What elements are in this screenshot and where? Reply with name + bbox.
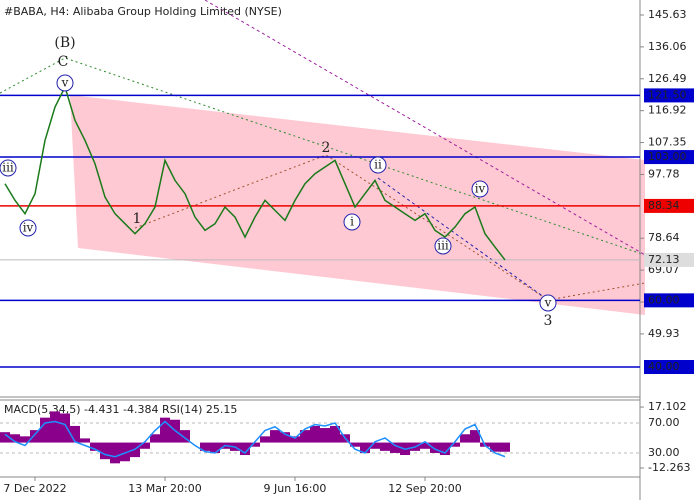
macd-bar (270, 430, 280, 443)
level-tag (644, 293, 694, 308)
trend-line (377, 177, 549, 301)
macd-bar (150, 434, 160, 443)
macd-bar (350, 442, 360, 447)
macd-bar (450, 442, 460, 447)
macd-bar (420, 442, 430, 449)
trend-line (204, 0, 646, 256)
wave-circle (369, 156, 387, 174)
wave-label: iv (475, 182, 486, 196)
macd-bar (30, 430, 40, 443)
macd-bar (10, 434, 20, 443)
macd-bar (200, 442, 210, 451)
wave-label: i (350, 215, 354, 229)
y-tick-label: 107.35 (648, 136, 687, 149)
macd-bar (370, 442, 380, 449)
price-line (4, 85, 506, 261)
macd-bar (100, 442, 110, 460)
macd-bar (470, 430, 480, 443)
y-tick-label: 145.63 (648, 8, 687, 21)
macd-bar (250, 442, 260, 447)
wave-label: iii (2, 161, 14, 175)
macd-bar (70, 425, 80, 443)
macd-bar (500, 442, 510, 452)
wave-label: v (61, 76, 69, 90)
wave-label: C (58, 54, 69, 70)
macd-bar (490, 442, 500, 452)
level-label: 103.00 (648, 150, 687, 163)
y-tick-label: 116.92 (648, 104, 687, 117)
macd-bar (440, 442, 450, 456)
y2-tick-label: 70.00 (648, 416, 680, 429)
y-tick-label: 49.93 (648, 327, 680, 340)
wave-circle (343, 213, 361, 231)
macd-bar (140, 442, 150, 449)
level-tag (644, 198, 694, 213)
macd-bar (210, 442, 220, 453)
macd-bar (160, 417, 170, 443)
y-tick-label: 17.102 (648, 400, 687, 413)
macd-bar (310, 425, 320, 443)
rsi-line (4, 420, 506, 458)
indicator-title: MACD(5,34,5) -4.431 -4.384 RSI(14) 25.15 (4, 403, 237, 416)
macd-bar (260, 436, 270, 443)
macd-bar (320, 428, 330, 443)
level-label: 60.00 (648, 293, 680, 306)
macd-bar (290, 436, 300, 443)
wave-label: 3 (544, 313, 553, 329)
wave-label: 2 (322, 140, 331, 156)
macd-bar (280, 432, 290, 443)
level-tag (644, 150, 694, 165)
macd-bar (120, 442, 130, 462)
macd-bar (380, 442, 390, 451)
y2-tick-label: 30.00 (648, 446, 680, 459)
x-tick-label: 12 Sep 20:00 (388, 482, 461, 495)
macd-bar (390, 442, 400, 453)
wave-label: iv (23, 221, 34, 235)
wave-circle (539, 294, 557, 312)
macd-bar (180, 430, 190, 443)
wave-circle (0, 159, 17, 177)
wave-circle (471, 180, 489, 198)
level-label: 40.00 (648, 360, 680, 373)
y-tick-label: 78.64 (648, 231, 680, 244)
macd-bar (50, 411, 60, 443)
wave-circle (56, 74, 74, 92)
macd-bar (110, 442, 120, 464)
x-tick-label: 7 Dec 2022 (3, 482, 66, 495)
macd-bar (40, 417, 50, 443)
level-label: 121.50 (648, 88, 687, 101)
macd-bar (300, 430, 310, 443)
macd-bar (90, 442, 100, 451)
wave-label: iii (437, 239, 449, 253)
level-tag (644, 88, 694, 103)
y-tick-label: 126.49 (648, 72, 687, 85)
macd-bar (20, 436, 30, 443)
level-tag (644, 360, 694, 375)
y-tick-label: 136.06 (648, 40, 687, 53)
macd-bar (240, 442, 250, 456)
macd-bar (360, 442, 370, 453)
wave-label: v (544, 296, 552, 310)
wave-circle (19, 219, 37, 237)
macd-bar (330, 425, 340, 443)
wave-label: ii (374, 158, 382, 172)
macd-bar (80, 438, 90, 443)
y-tick-label: -12.263 (648, 461, 690, 474)
y-tick-label: 97.78 (648, 167, 680, 180)
wave-label: (B) (54, 35, 75, 51)
last-price-label: 72.13 (648, 253, 680, 266)
macd-bar (430, 442, 440, 453)
level-label: 88.34 (648, 199, 680, 212)
last-price-tag (644, 252, 694, 267)
wave-label: 1 (133, 211, 142, 227)
macd-bar (60, 413, 70, 443)
chart-title: #BABA, H4: Alibaba Group Holding Limited… (4, 5, 282, 18)
macd-bar (460, 434, 470, 443)
macd-bar (0, 432, 10, 443)
x-tick-label: 9 Jun 16:00 (264, 482, 327, 495)
x-tick-label: 13 Mar 20:00 (128, 482, 201, 495)
wave-circle (434, 237, 452, 255)
